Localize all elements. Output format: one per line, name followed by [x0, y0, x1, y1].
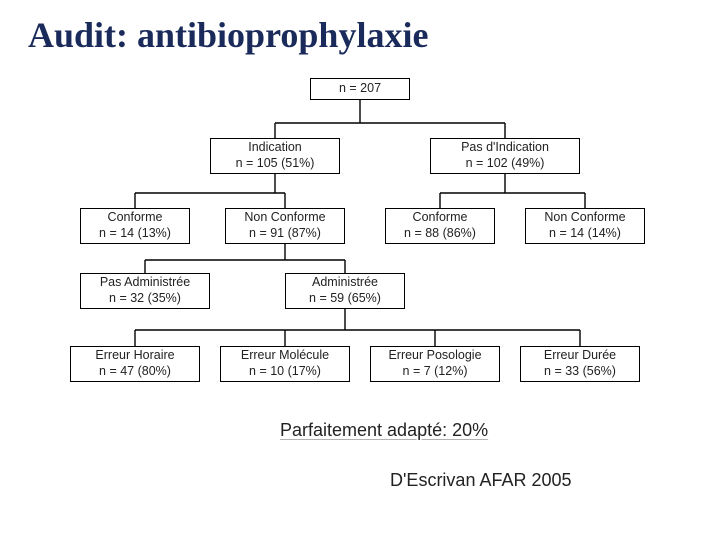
- node-noind: Pas d'Indicationn = 102 (49%): [430, 138, 580, 174]
- node-root: n = 207: [310, 78, 410, 100]
- page-title: Audit: antibioprophylaxie: [28, 14, 428, 56]
- node-pasadm: Pas Administréen = 32 (35%): [80, 273, 210, 309]
- source-citation: D'Escrivan AFAR 2005: [390, 470, 572, 491]
- node-nc2: Non Conformen = 14 (14%): [525, 208, 645, 244]
- node-eh: Erreur Horairen = 47 (80%): [70, 346, 200, 382]
- flow-diagram: n = 207 Indicationn = 105 (51%) Pas d'Indi…: [70, 78, 650, 398]
- node-ind: Indicationn = 105 (51%): [210, 138, 340, 174]
- node-c1: Conformen = 14 (13%): [80, 208, 190, 244]
- node-ed: Erreur Duréen = 33 (56%): [520, 346, 640, 382]
- node-c2: Conformen = 88 (86%): [385, 208, 495, 244]
- node-adm: Administréen = 59 (65%): [285, 273, 405, 309]
- summary-text: Parfaitement adapté: 20%: [280, 420, 488, 441]
- node-em: Erreur Moléculen = 10 (17%): [220, 346, 350, 382]
- node-ep: Erreur Posologien = 7 (12%): [370, 346, 500, 382]
- node-nc1: Non Conformen = 91 (87%): [225, 208, 345, 244]
